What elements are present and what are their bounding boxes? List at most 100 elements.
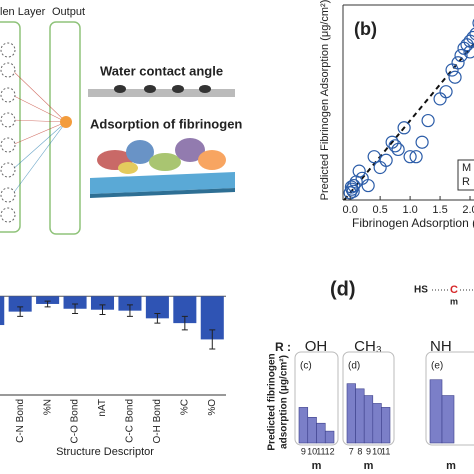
y-axis-label: Predicted fibrinogen xyxy=(267,353,278,450)
point xyxy=(421,113,435,128)
bar xyxy=(36,296,60,304)
bar xyxy=(429,379,443,444)
point xyxy=(472,18,474,28)
x-tick-label: 0.5 xyxy=(372,204,387,216)
point xyxy=(445,63,459,77)
error-bar xyxy=(17,306,24,317)
x-tick-label: 9 xyxy=(366,446,371,456)
panel-label: (b) xyxy=(354,19,377,39)
bar xyxy=(0,296,5,326)
bar xyxy=(441,395,455,444)
x-tick-label: 10 xyxy=(372,446,382,456)
panel-label: (d) xyxy=(330,278,356,300)
label: Water contact angle xyxy=(100,63,223,78)
x-tick-label: %C xyxy=(179,399,190,415)
error-bar xyxy=(126,304,133,317)
point xyxy=(388,139,402,153)
label: Adsorption of fibrinogen xyxy=(90,116,242,131)
label: len Layer xyxy=(0,6,46,18)
error-bar xyxy=(44,300,51,308)
point xyxy=(409,150,423,164)
bar xyxy=(355,388,365,444)
bar xyxy=(363,395,374,444)
point xyxy=(463,45,474,59)
error-bar xyxy=(72,303,79,315)
label: Output xyxy=(52,6,85,18)
plot-area xyxy=(343,18,474,200)
legend-text: M xyxy=(462,162,471,174)
x-tick-label: 10 xyxy=(307,446,317,456)
x-axis-label: Fibrinogen Adsorption (μg/cm²) xyxy=(352,216,474,230)
panel-label: (d) xyxy=(348,361,360,372)
point xyxy=(361,178,375,193)
point xyxy=(367,150,381,164)
point xyxy=(373,160,387,175)
point xyxy=(454,48,468,63)
x-tick-label: 11 xyxy=(381,446,390,456)
bar xyxy=(346,383,356,444)
point xyxy=(448,70,462,84)
y-axis-label: adsorption (μg/cm²) xyxy=(279,355,290,449)
point xyxy=(379,153,393,167)
panel-label: (c) xyxy=(300,361,312,372)
x-axis-label: m xyxy=(446,460,456,472)
point xyxy=(346,184,360,198)
x-tick-label: C-N Bond xyxy=(15,399,26,443)
label: CH₃ xyxy=(354,338,382,355)
bar xyxy=(63,296,87,309)
bar xyxy=(8,296,32,312)
x-tick-label: 1.5 xyxy=(432,204,447,216)
bar xyxy=(324,430,335,444)
network-diagram: len Layer Output Water contact angle Ads… xyxy=(0,6,242,235)
point xyxy=(352,164,366,178)
point xyxy=(460,38,474,52)
point xyxy=(403,150,417,164)
legend-box xyxy=(457,159,474,191)
x-axis-label: m xyxy=(312,460,322,472)
point xyxy=(439,85,453,99)
panel-frame xyxy=(342,351,395,446)
bar xyxy=(90,296,115,310)
label: NH xyxy=(430,338,452,355)
panel-frame xyxy=(425,351,474,446)
x-tick-label: C-O Bond xyxy=(70,399,81,443)
bar xyxy=(145,296,169,319)
bar xyxy=(200,296,224,340)
point xyxy=(391,142,405,157)
point xyxy=(433,92,447,106)
bar xyxy=(298,407,309,444)
x-tick-label: C-C Bond xyxy=(125,399,136,443)
x-tick-label: 11 xyxy=(316,446,325,456)
x-axis-label: m xyxy=(364,460,374,472)
y-axis-label: Predicted Fibrinogen Adsorption (μg/cm²) xyxy=(319,0,331,200)
label: m xyxy=(450,296,458,306)
panel-label: (e) xyxy=(431,361,443,372)
x-tick-label: %O xyxy=(207,399,218,416)
x-tick-label: O-H Bond xyxy=(152,399,163,443)
bar xyxy=(118,296,142,311)
point xyxy=(397,121,411,135)
legend-text: R xyxy=(462,176,470,188)
error-bar xyxy=(99,304,106,315)
x-axis-label: Structure Descriptor xyxy=(56,446,154,458)
label: OH xyxy=(305,338,328,355)
point xyxy=(466,30,474,45)
x-tick-label: 7 xyxy=(349,446,354,456)
point xyxy=(347,178,361,193)
error-bar xyxy=(181,315,188,331)
x-tick-label: 1.0 xyxy=(402,204,417,216)
bar xyxy=(307,416,317,444)
label: R : xyxy=(275,340,291,354)
x-tick-label: %N xyxy=(42,399,53,415)
x-tick-label: nAT xyxy=(97,399,108,417)
error-bar xyxy=(154,313,161,324)
label: HS xyxy=(414,285,428,296)
bar xyxy=(316,422,326,444)
label: C xyxy=(450,284,458,296)
bar xyxy=(372,403,382,444)
x-tick-label: 8 xyxy=(357,446,362,456)
error-bar xyxy=(209,329,216,350)
point xyxy=(451,56,465,70)
bar xyxy=(381,407,391,444)
